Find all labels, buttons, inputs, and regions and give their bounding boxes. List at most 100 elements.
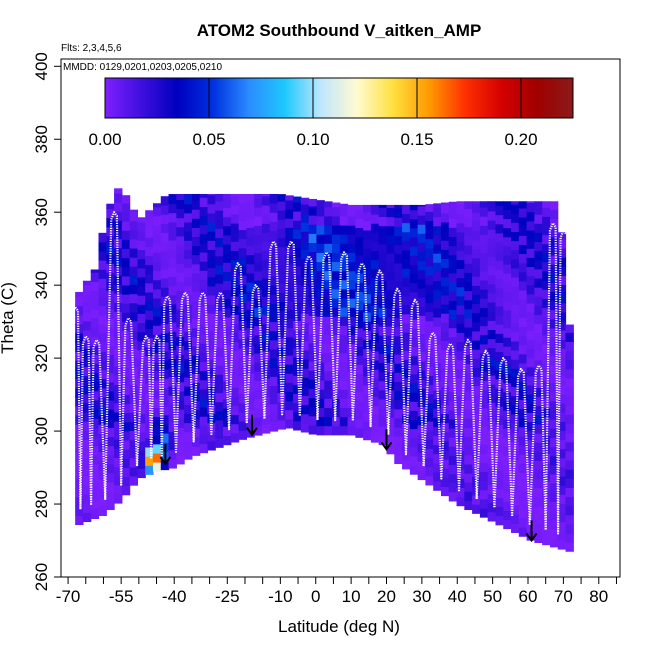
heatmap-cell bbox=[316, 215, 325, 226]
heatmap-cell bbox=[534, 241, 543, 252]
heatmap-cell bbox=[440, 395, 450, 405]
heatmap-cell bbox=[534, 478, 543, 489]
heatmap-cell bbox=[168, 267, 177, 278]
heatmap-cell bbox=[425, 211, 434, 221]
heatmap-cell bbox=[160, 214, 170, 224]
heatmap-cell bbox=[472, 412, 481, 423]
heatmap-cell bbox=[137, 395, 146, 406]
heatmap-cell bbox=[191, 427, 201, 438]
heatmap-cell bbox=[363, 257, 372, 267]
heatmap-cell bbox=[565, 514, 574, 525]
heatmap-cell bbox=[261, 296, 271, 306]
heatmap-cell bbox=[511, 477, 520, 488]
heatmap-cell bbox=[293, 220, 302, 230]
heatmap-cell bbox=[121, 412, 131, 423]
heatmap-cell bbox=[300, 349, 310, 360]
heatmap-cell bbox=[106, 336, 115, 346]
heatmap-cell bbox=[448, 473, 458, 484]
heatmap-cell bbox=[479, 234, 489, 245]
heatmap-cell bbox=[324, 279, 333, 290]
heatmap-cell bbox=[565, 478, 574, 488]
heatmap-cell bbox=[542, 508, 551, 518]
heatmap-cell bbox=[215, 419, 224, 430]
heatmap-cell bbox=[199, 224, 209, 235]
heatmap-cell bbox=[464, 427, 473, 438]
heatmap-cell bbox=[160, 259, 170, 270]
heatmap-cell bbox=[308, 205, 318, 216]
heatmap-cell bbox=[526, 202, 535, 213]
heatmap-cell bbox=[293, 302, 302, 312]
heatmap-cell bbox=[293, 283, 302, 294]
heatmap-cell bbox=[176, 208, 185, 219]
heatmap-cell bbox=[254, 325, 263, 336]
heatmap-cell bbox=[378, 262, 388, 272]
heatmap-cell bbox=[402, 459, 411, 470]
heatmap-cell bbox=[223, 326, 232, 336]
heatmap-cell bbox=[230, 223, 240, 233]
heatmap-cell bbox=[75, 387, 84, 398]
heatmap-cell bbox=[440, 240, 450, 250]
heatmap-cell bbox=[215, 246, 224, 257]
heatmap-cell bbox=[339, 279, 349, 290]
heatmap-cell bbox=[121, 439, 131, 450]
heatmap-cell bbox=[176, 381, 185, 392]
heatmap-cell bbox=[479, 434, 489, 445]
heatmap-cell bbox=[293, 375, 302, 385]
heatmap-cell bbox=[246, 364, 255, 374]
heatmap-cell bbox=[565, 324, 574, 333]
heatmap-cell bbox=[90, 363, 100, 374]
heatmap-cell bbox=[542, 416, 551, 427]
heatmap-cell bbox=[207, 221, 216, 232]
heatmap-cell bbox=[114, 320, 123, 331]
heatmap-cell bbox=[129, 284, 139, 295]
heatmap-cell bbox=[339, 297, 349, 308]
heatmap-cell bbox=[308, 388, 318, 399]
heatmap-cell bbox=[184, 331, 193, 342]
heatmap-cell bbox=[277, 419, 286, 430]
heatmap-cell bbox=[215, 210, 224, 220]
heatmap-cell bbox=[121, 257, 131, 268]
heatmap-cell bbox=[261, 223, 271, 233]
heatmap-cell bbox=[402, 386, 411, 397]
heatmap-cell bbox=[472, 267, 481, 277]
heatmap-cell bbox=[269, 321, 279, 332]
heatmap-cell bbox=[277, 374, 286, 384]
heatmap-cell bbox=[355, 204, 364, 210]
heatmap-cell bbox=[417, 379, 427, 389]
heatmap-cell bbox=[433, 316, 442, 327]
heatmap-cell bbox=[145, 419, 154, 430]
heatmap-cell bbox=[75, 515, 84, 526]
heatmap-cell bbox=[534, 332, 543, 343]
heatmap-cell bbox=[339, 380, 349, 390]
heatmap-cell bbox=[324, 224, 333, 235]
heatmap-cell bbox=[479, 444, 489, 454]
heatmap-cell bbox=[487, 502, 497, 513]
heatmap-cell bbox=[223, 307, 232, 318]
heatmap-cell bbox=[448, 263, 458, 274]
heatmap-cell bbox=[106, 381, 115, 392]
heatmap-cell bbox=[464, 290, 473, 301]
heatmap-cell bbox=[534, 214, 543, 224]
heatmap-cell bbox=[145, 246, 154, 257]
heatmap-cell bbox=[121, 394, 131, 405]
heatmap-cell bbox=[440, 322, 450, 332]
heatmap-cell bbox=[332, 215, 341, 226]
heatmap-cell bbox=[448, 245, 458, 256]
heatmap-cell bbox=[363, 403, 372, 413]
heatmap-cell bbox=[145, 255, 154, 266]
heatmap-cell bbox=[448, 382, 458, 393]
heatmap-cell bbox=[479, 462, 489, 473]
heatmap-cell bbox=[176, 345, 185, 356]
heatmap-cell bbox=[464, 354, 473, 365]
heatmap-cell bbox=[261, 396, 271, 407]
heatmap-cell bbox=[121, 248, 131, 259]
heatmap-cell bbox=[549, 346, 559, 356]
heatmap-cell bbox=[526, 421, 535, 432]
heatmap-cell bbox=[114, 484, 123, 495]
heatmap-cell bbox=[355, 291, 364, 302]
heatmap-cell bbox=[184, 395, 193, 405]
heatmap-cell bbox=[145, 301, 154, 311]
heatmap-cell bbox=[394, 381, 403, 392]
heatmap-cell bbox=[168, 193, 177, 195]
heatmap-cell bbox=[448, 437, 458, 447]
